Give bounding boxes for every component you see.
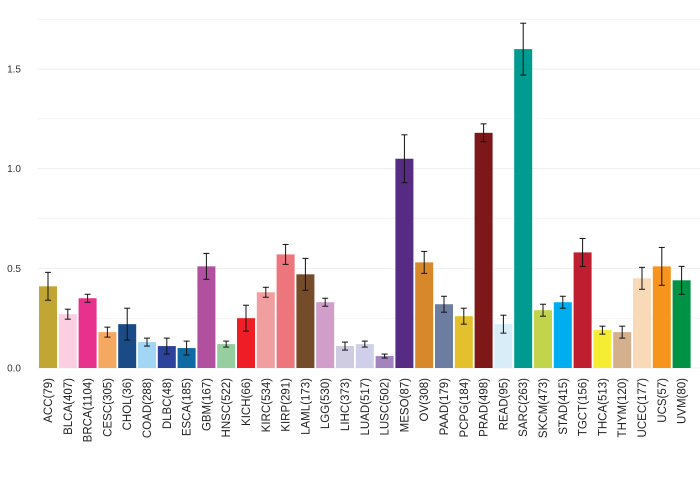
bar [474, 132, 493, 368]
x-tick-label: DLBC(48) [162, 378, 174, 429]
bar [177, 348, 196, 368]
x-tick-label: LIHC(373) [340, 378, 352, 431]
bar [336, 346, 354, 368]
bar [494, 324, 513, 368]
bar [395, 158, 414, 368]
x-tick-label: SKCM(473) [538, 378, 550, 438]
bar [454, 316, 473, 368]
bar [435, 304, 453, 368]
y-axis: 0.0 0.5 1.0 1.5 [7, 65, 21, 375]
x-tick-label: ESCA(185) [182, 378, 194, 436]
x-tick-label: GBM(167) [201, 378, 213, 431]
bar [296, 274, 315, 368]
bar [118, 324, 137, 368]
x-tick-label: BRCA(1104) [83, 378, 95, 443]
grid-lines [37, 18, 700, 369]
x-tick-label: LGG(530) [320, 378, 332, 429]
x-tick-label: HNSC(522) [221, 378, 233, 438]
y-tick-label: 0.0 [7, 364, 21, 375]
x-tick-label: STAD(415) [558, 378, 570, 435]
bars [39, 49, 691, 369]
y-tick-label: 0.5 [7, 264, 21, 275]
x-tick-label: THYM(120) [617, 378, 629, 438]
bar [58, 314, 77, 368]
x-tick-label: UCEC(177) [637, 378, 649, 438]
bar [276, 254, 295, 368]
bar [197, 266, 216, 368]
bar [256, 292, 275, 368]
bar [316, 302, 335, 368]
x-tick-label: LUSC(502) [380, 378, 392, 436]
x-axis: ACC(79) BLCA(407) BRCA(1104) CESC(305) CHOL(… [43, 378, 689, 443]
bar [375, 356, 394, 368]
bar [534, 310, 552, 368]
x-tick-label: CHOL(36) [122, 378, 134, 431]
bar [415, 262, 434, 368]
x-tick-label: LUAD(517) [360, 378, 372, 436]
x-tick-label: READ(95) [498, 378, 510, 431]
bar [672, 280, 691, 368]
bar [157, 346, 176, 368]
bar [573, 252, 592, 368]
x-tick-label: PAAD(179) [439, 378, 451, 435]
x-tick-label: CESC(305) [102, 378, 114, 437]
x-tick-label: ACC(79) [43, 378, 55, 423]
y-tick-label: 1.5 [7, 65, 21, 76]
bar [78, 298, 97, 368]
x-tick-label: MESO(87) [399, 378, 411, 432]
x-tick-label: KICH(66) [241, 378, 253, 426]
x-tick-label: KIRC(534) [261, 378, 273, 432]
x-tick-label: UCS(57) [657, 378, 669, 423]
bar [98, 332, 117, 368]
x-tick-label: TGCT(156) [578, 378, 590, 436]
bar [553, 302, 572, 368]
bar [652, 266, 671, 368]
bar [633, 278, 651, 368]
x-tick-label: OV(308) [419, 378, 431, 422]
x-tick-label: PRAD(498) [479, 378, 491, 437]
bar [593, 330, 612, 368]
x-tick-label: THCA(513) [597, 378, 609, 436]
x-tick-label: BLCA(407) [63, 378, 75, 435]
x-tick-label: LAML(173) [300, 378, 312, 435]
x-tick-label: COAD(288) [142, 378, 154, 438]
bar [355, 344, 374, 368]
x-tick-label: SARC(263) [518, 378, 530, 437]
bar [237, 318, 255, 368]
y-tick-label: 1.0 [7, 164, 21, 175]
x-tick-label: UVM(80) [677, 378, 689, 424]
x-tick-label: PCPG(184) [459, 378, 471, 438]
bar [613, 332, 632, 368]
x-tick-label: KIRP(291) [281, 378, 293, 432]
bar [138, 342, 156, 368]
bar [514, 49, 533, 369]
error-bars [45, 22, 685, 359]
bar [217, 344, 236, 368]
bar [39, 286, 57, 368]
